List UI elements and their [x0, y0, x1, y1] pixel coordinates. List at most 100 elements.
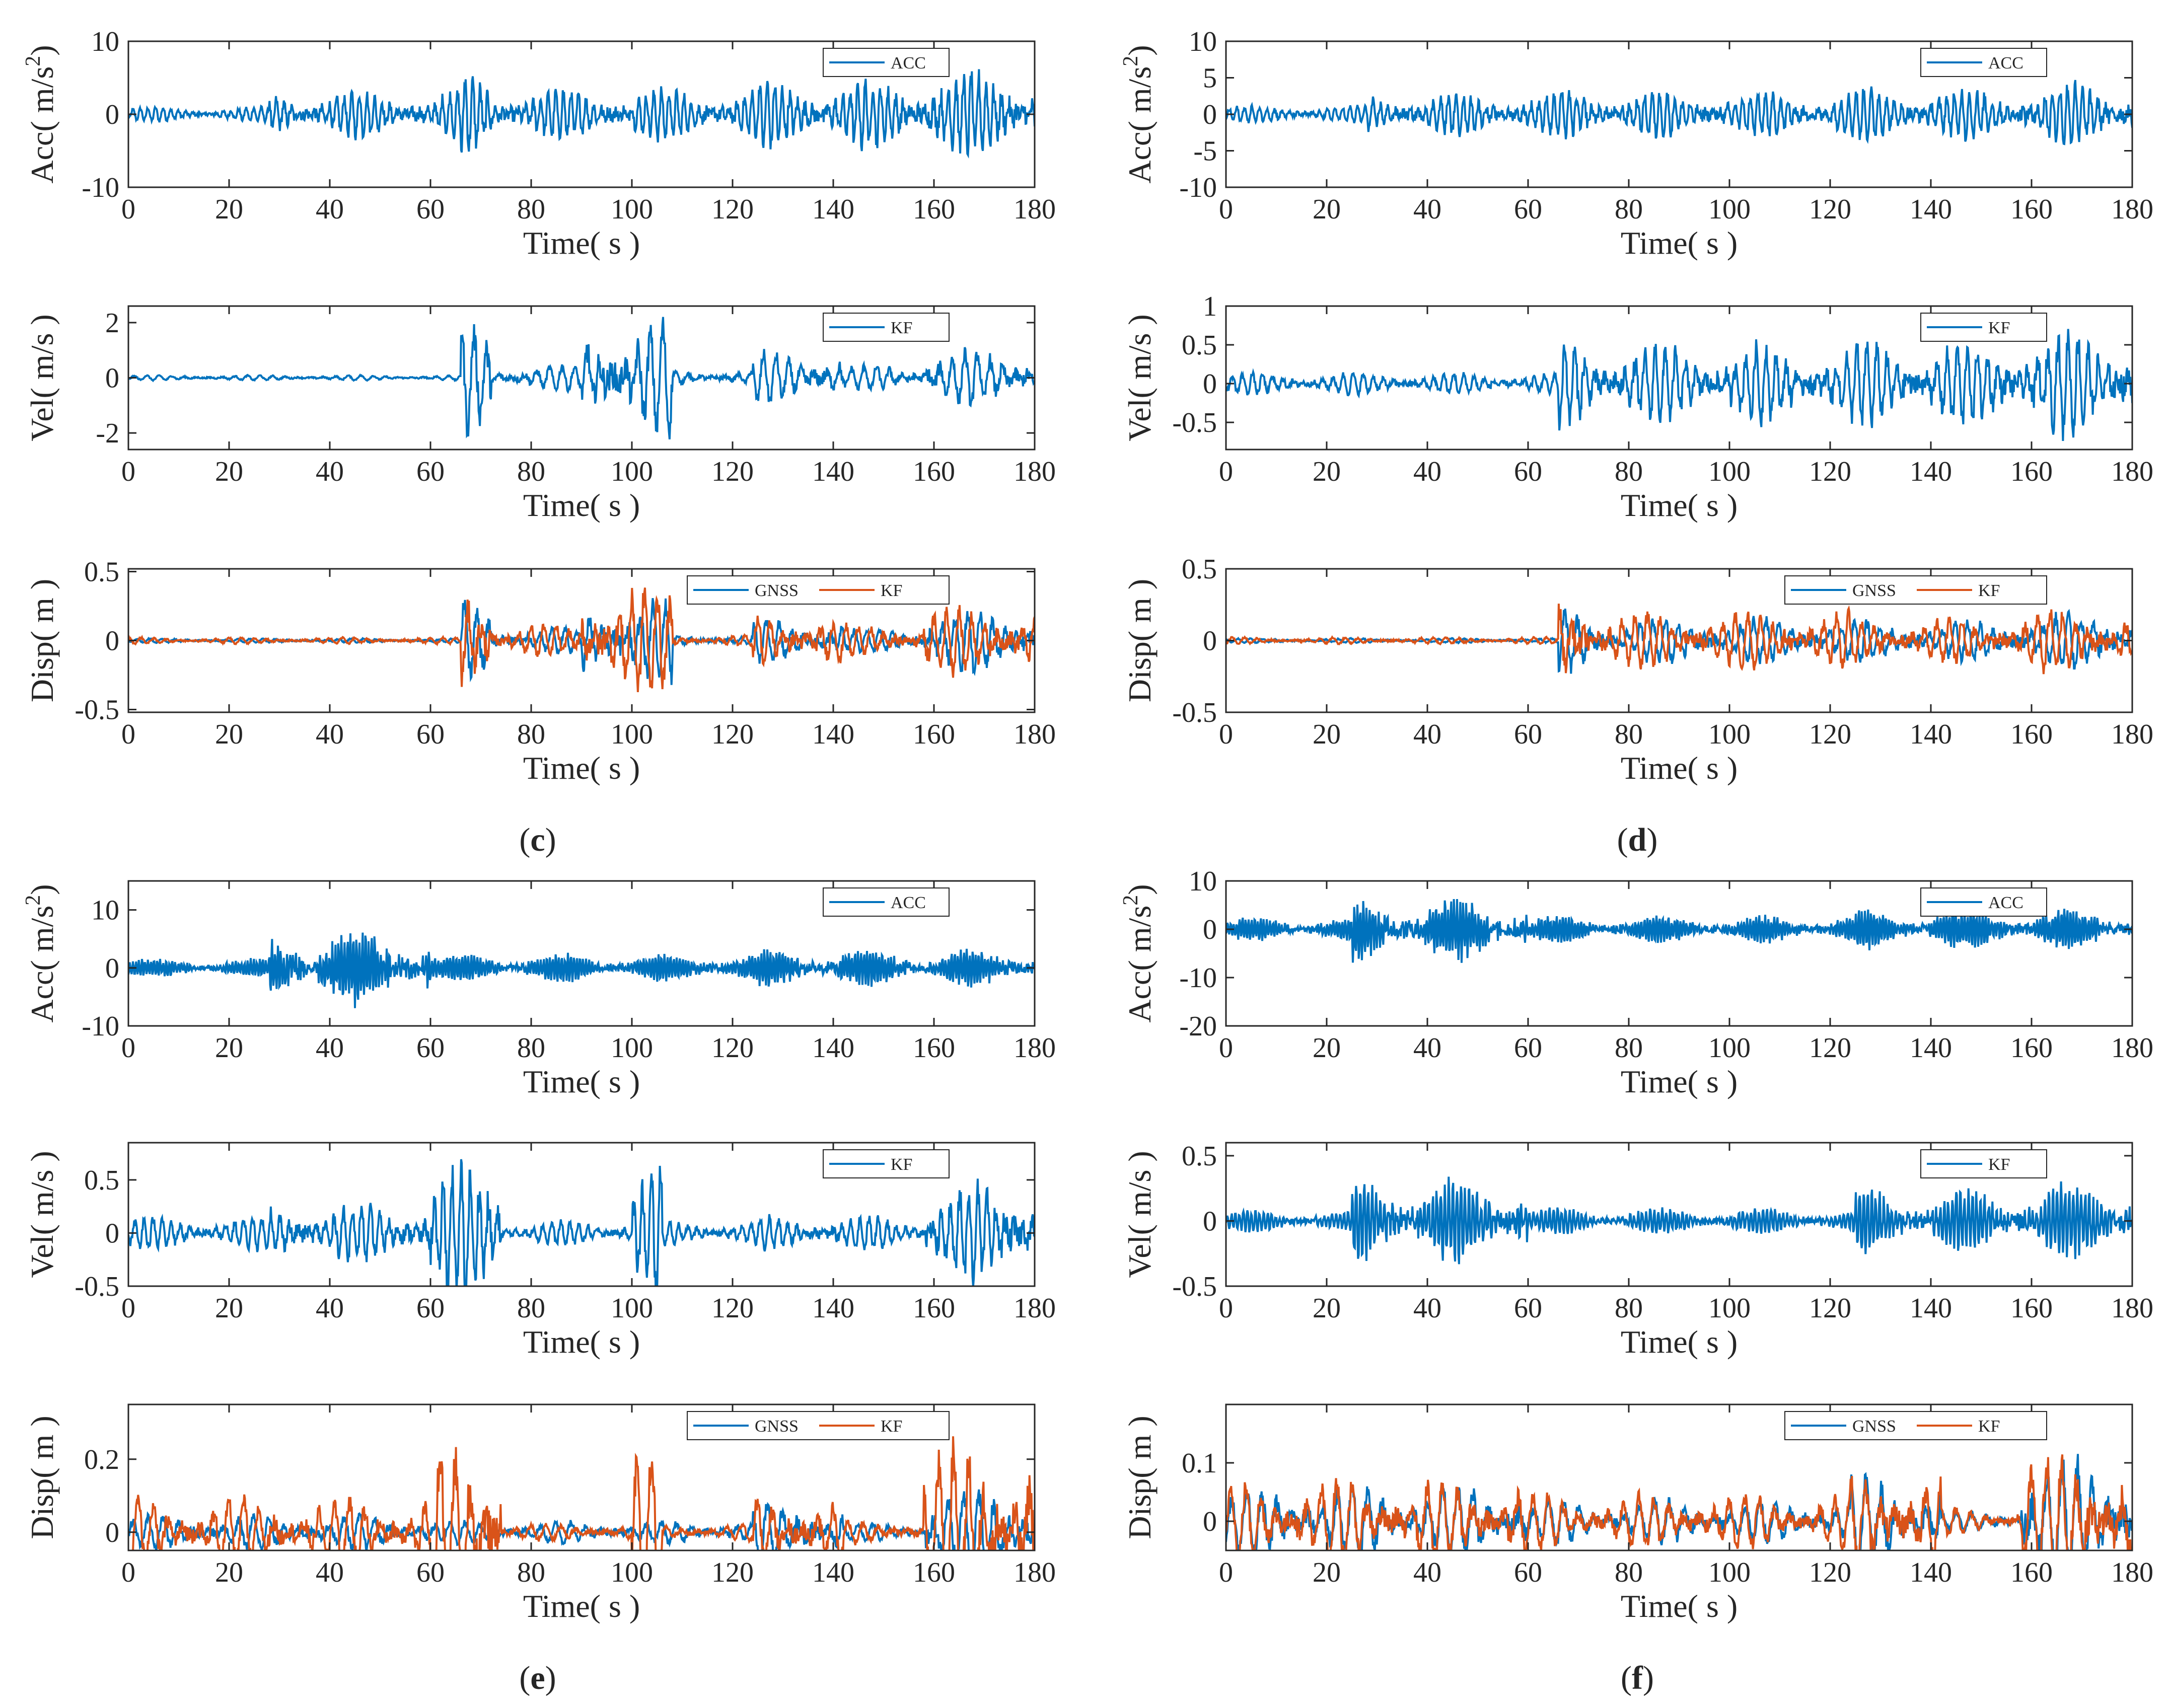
x-tick-label: 180	[1014, 194, 1056, 225]
x-tick-label: 80	[517, 1557, 545, 1588]
y-tick-label: 10	[91, 26, 119, 57]
x-tick-label: 120	[1809, 1032, 1851, 1064]
legend: KF	[823, 1149, 950, 1178]
series-line-acc	[1226, 899, 2132, 963]
legend-label-acc: ACC	[891, 54, 926, 72]
panel-label-c: (c)	[519, 822, 556, 858]
x-tick-label: 0	[1219, 1032, 1233, 1064]
x-tick-label: 60	[416, 1557, 445, 1588]
axes-box	[1225, 1403, 2133, 1551]
y-axis-label: Vel( m/s )	[1122, 1151, 1158, 1278]
x-tick-label: 20	[215, 1557, 243, 1588]
x-tick-label: 100	[1708, 1032, 1751, 1064]
y-tick-label: -10	[82, 172, 119, 203]
series-line-acc	[128, 69, 1035, 159]
x-axis-label: Time( s )	[523, 750, 640, 786]
y-tick-label: 0.5	[84, 556, 119, 587]
x-tick-label: 100	[611, 194, 653, 225]
legend-box	[823, 48, 950, 77]
x-tick-label: 100	[1708, 1557, 1751, 1588]
x-tick-label: 140	[812, 1293, 854, 1324]
x-tick-label: 160	[2010, 194, 2053, 225]
x-tick-label: 100	[611, 1293, 653, 1324]
x-tick-label: 140	[1910, 1557, 1952, 1588]
x-tick-label: 80	[1615, 456, 1643, 487]
series-line-kf	[128, 317, 1035, 439]
x-tick-label: 80	[517, 456, 545, 487]
y-tick-label: 0	[1203, 368, 1217, 400]
x-tick-label: 0	[121, 1557, 135, 1588]
x-tick-label: 140	[1910, 456, 1952, 487]
y-tick-label: -10	[1179, 172, 1217, 203]
x-tick-label: 80	[1615, 719, 1643, 750]
y-tick-label: 0	[1203, 99, 1217, 130]
axes-box	[1225, 880, 2133, 1027]
x-tick-label: 20	[215, 719, 243, 750]
x-tick-label: 140	[812, 1557, 854, 1588]
x-axis-label: Time( s )	[1621, 1324, 1738, 1360]
x-tick-label: 40	[316, 719, 344, 750]
y-tick-label: 0	[1203, 626, 1217, 657]
x-tick-label: 20	[215, 194, 243, 225]
x-tick-label: 20	[1313, 456, 1341, 487]
x-tick-label: 100	[1708, 194, 1751, 225]
legend-label-kf: KF	[1988, 319, 2010, 337]
series-line-acc	[1226, 80, 2132, 145]
x-tick-label: 180	[1014, 719, 1056, 750]
x-tick-label: 80	[517, 1293, 545, 1324]
x-tick-label: 80	[1615, 194, 1643, 225]
x-tick-label: 120	[1809, 1293, 1851, 1324]
x-tick-label: 0	[1219, 1293, 1233, 1324]
x-tick-label: 60	[1514, 194, 1542, 225]
y-tick-label: -0.5	[1172, 407, 1217, 438]
x-tick-label: 80	[517, 194, 545, 225]
y-tick-label: 1	[1203, 291, 1217, 322]
x-tick-label: 180	[2111, 1293, 2153, 1324]
series-line-acc	[128, 932, 1035, 1008]
x-tick-label: 180	[2111, 719, 2153, 750]
x-tick-label: 80	[1615, 1032, 1643, 1064]
x-axis-label: Time( s )	[1621, 487, 1738, 523]
x-tick-label: 140	[812, 456, 854, 487]
y-tick-label: 10	[1189, 26, 1217, 57]
x-tick-label: 40	[316, 1032, 344, 1064]
x-tick-label: 120	[711, 1557, 754, 1588]
subplot-f-3: 0 20 40 60 80 100 120 140 160 180 0 0.1 Time( s ) Dis…	[1122, 1403, 2153, 1624]
legend-label-gnss: GNSS	[1852, 1417, 1896, 1436]
y-tick-label: -10	[1179, 962, 1217, 994]
x-tick-label: 60	[1514, 1293, 1542, 1324]
subplot-e-3: 0 20 40 60 80 100 120 140 160 180 0 0.2 Time( s ) Dis…	[24, 1403, 1056, 1624]
x-tick-label: 0	[1219, 1557, 1233, 1588]
x-tick-label: 20	[215, 1032, 243, 1064]
legend: KF	[1920, 313, 2047, 342]
x-tick-label: 160	[913, 719, 955, 750]
y-axis-label: Vel( m/s )	[24, 1151, 60, 1278]
x-tick-label: 40	[316, 1557, 344, 1588]
legend: ACC	[823, 887, 950, 917]
x-tick-label: 20	[215, 1293, 243, 1324]
legend-label-acc: ACC	[1988, 894, 2023, 912]
x-tick-label: 100	[1708, 719, 1751, 750]
x-tick-label: 40	[316, 194, 344, 225]
y-tick-label: 0	[105, 99, 119, 130]
x-tick-label: 100	[1708, 456, 1751, 487]
x-tick-label: 20	[1313, 1032, 1341, 1064]
x-tick-label: 160	[2010, 1032, 2053, 1064]
x-tick-label: 0	[121, 194, 135, 225]
legend-label-kf: KF	[891, 1155, 912, 1174]
x-tick-label: 180	[1014, 1557, 1056, 1588]
legend: KF	[1920, 1149, 2047, 1178]
x-tick-label: 100	[611, 1032, 653, 1064]
y-tick-label: 2	[105, 308, 119, 339]
axes-box	[127, 1403, 1036, 1551]
x-tick-label: 180	[1014, 1032, 1056, 1064]
x-tick-label: 40	[316, 456, 344, 487]
x-tick-label: 60	[1514, 1557, 1542, 1588]
